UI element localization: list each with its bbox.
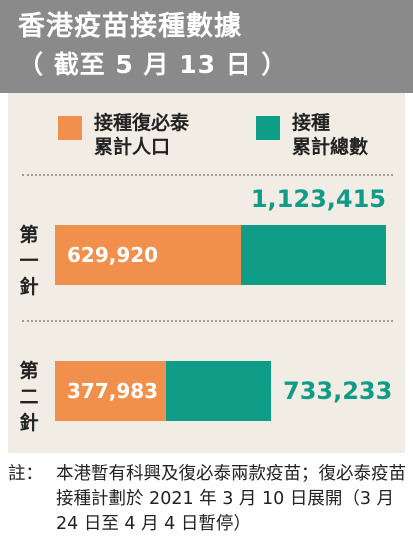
legend-swatch-biontech [58,116,82,140]
data-label-second-biontech: 377,983 [67,379,159,403]
legend-item-biontech: 接種復必泰 累計人口 [58,111,208,158]
data-label-first-total: 1,123,415 [250,185,386,213]
bar-second-dose-biontech [55,361,166,421]
footnote-label: 註： [8,464,43,484]
separator-line [22,174,393,176]
dose-label-second: 第 二 針 [19,360,39,434]
legend-item-total: 接種 累計總數 [256,111,396,158]
chart-title: 香港疫苗接種數據 [18,11,242,42]
legend-label-biontech: 接種復必泰 累計人口 [94,112,190,158]
data-label-first-biontech: 629,920 [67,243,159,267]
chart-header: 香港疫苗接種數據 （ 截至 5 月 13 日 ） [0,0,413,93]
chart-subtitle: （ 截至 5 月 13 日 ） [18,50,288,79]
separator-line [22,320,393,322]
data-label-second-total: 733,233 [283,377,393,405]
bar-first-dose-biontech [55,225,241,285]
footnote-text: 本港暫有科興及復必泰兩款疫苗；復必泰疫苗接種計劃於 2021 年 3 月 10 … [56,464,406,534]
dose-label-first: 第 一 針 [19,224,39,298]
legend-swatch-total [256,116,280,140]
legend-label-total: 接種 累計總數 [292,112,369,158]
